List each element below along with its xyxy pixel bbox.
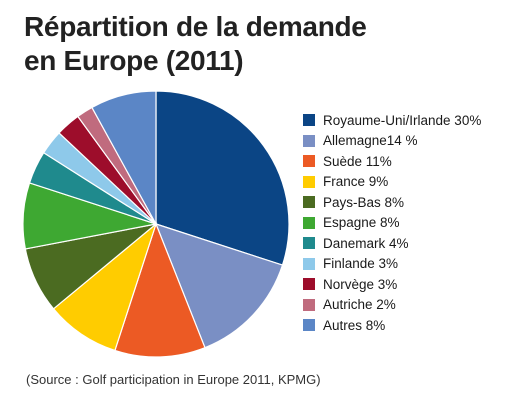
legend-label-6: Danemark 4% xyxy=(323,235,409,251)
legend-item-4: Pays-Bas 8% xyxy=(303,192,481,213)
legend-swatch-0 xyxy=(303,114,315,127)
pie-slice-2 xyxy=(114,222,206,358)
legend-label-2: Suède 11% xyxy=(323,153,392,169)
legend-label-1: Allemagne14 % xyxy=(323,133,418,149)
legend-item-3: France 9% xyxy=(303,172,481,193)
chart-title-line-1: Répartition de la demande xyxy=(24,11,367,42)
legend-swatch-7 xyxy=(303,257,315,270)
legend-item-8: Norvège 3% xyxy=(303,274,481,295)
legend-item-5: Espagne 8% xyxy=(303,213,481,234)
pie-slice-0 xyxy=(155,90,290,266)
legend-swatch-5 xyxy=(303,216,315,229)
legend-item-9: Autriche 2% xyxy=(303,295,481,316)
chart-title-line-2: en Europe (2011) xyxy=(24,45,244,76)
legend-swatch-10 xyxy=(303,319,315,332)
legend-label-4: Pays-Bas 8% xyxy=(323,194,405,210)
legend-item-7: Finlande 3% xyxy=(303,254,481,275)
source-note: (Source : Golf participation in Europe 2… xyxy=(26,372,321,387)
pie-slice-1 xyxy=(154,223,284,349)
legend-item-6: Danemark 4% xyxy=(303,233,481,254)
legend-swatch-8 xyxy=(303,278,315,291)
legend-label-0: Royaume-Uni/Irlande 30% xyxy=(323,112,482,128)
legend-label-9: Autriche 2% xyxy=(323,297,396,313)
legend-label-8: Norvège 3% xyxy=(323,276,398,292)
pie-slice-10 xyxy=(91,90,157,225)
legend-item-10: Autres 8% xyxy=(303,315,481,336)
legend: Royaume-Uni/Irlande 30% Allemagne14 % Suèd… xyxy=(303,110,481,336)
legend-swatch-1 xyxy=(303,134,315,147)
chart-title: Répartition de la demande en Europe (201… xyxy=(24,10,367,78)
legend-label-7: Finlande 3% xyxy=(323,256,399,272)
legend-swatch-3 xyxy=(303,175,315,188)
legend-item-1: Allemagne14 % xyxy=(303,131,481,152)
legend-swatch-9 xyxy=(303,298,315,311)
legend-item-2: Suède 11% xyxy=(303,151,481,172)
legend-swatch-4 xyxy=(303,196,315,209)
legend-label-5: Espagne 8% xyxy=(323,215,400,231)
legend-label-10: Autres 8% xyxy=(323,317,386,333)
legend-item-0: Royaume-Uni/Irlande 30% xyxy=(303,110,481,131)
legend-label-3: France 9% xyxy=(323,174,389,190)
legend-swatch-2 xyxy=(303,155,315,168)
legend-swatch-6 xyxy=(303,237,315,250)
